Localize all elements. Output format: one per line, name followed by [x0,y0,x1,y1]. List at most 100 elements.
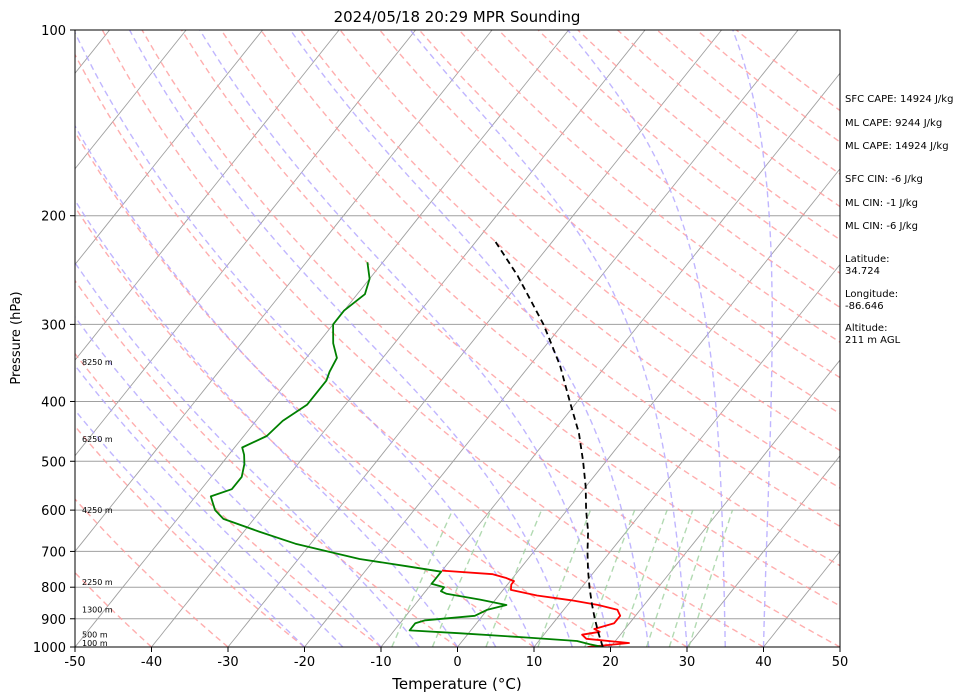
series-line-2 [494,240,604,647]
dry-adiabat-line [75,352,382,647]
mixing-ratio-line [688,509,734,647]
dry-adiabat-line [101,30,764,647]
moist-adiabat-line [75,31,535,647]
x-tick-label: 40 [755,655,772,670]
moist-adiabat-line [75,409,305,647]
y-tick-label: 1000 [33,641,66,656]
isotherm-line [227,30,722,647]
isotherm-line [763,550,840,647]
x-axis-label: Temperature (°C) [391,675,521,693]
isotherm-line [380,72,840,647]
ml-cape-text-2: ML CAPE: 14924 J/kg [845,141,949,152]
height-label: 8250 m [82,358,113,367]
dry-adiabat-line [75,205,535,647]
y-tick-label: 700 [41,545,66,560]
y-tick-label: 300 [41,318,66,333]
y-tick-label: 200 [41,210,66,225]
y-tick-label: 100 [41,24,66,39]
y-tick-label: 900 [41,613,66,628]
moist-adiabat-line [567,30,726,647]
x-tick-label: -50 [64,655,85,670]
y-axis: 1000 900 800 700 600 500 400 300 200 100 [33,24,75,656]
altitude-value: 211 m AGL [845,335,901,346]
longitude-label: Longitude: [845,289,898,300]
mixing-ratio-line [645,509,694,647]
dry-adiabat-line [379,30,840,415]
isotherm-line [151,30,646,647]
height-label: 100 m [82,639,108,648]
ml-cin-text-2: ML CIN: -6 J/kg [845,221,918,232]
mixing-ratio-line [537,509,592,647]
altitude-label: Altitude: [845,323,887,334]
height-label: 1300 m [82,606,113,615]
dry-adiabat-line [75,498,229,647]
mixing-ratio-line [668,509,715,647]
x-tick-label: -40 [141,655,162,670]
sfc-cin-text: SFC CIN: -6 J/kg [845,174,923,185]
moist-adiabat-line [75,124,497,647]
moist-adiabat-line [75,315,382,647]
dry-adiabat-line [75,53,688,647]
dry-adiabat-line [458,30,840,343]
y-tick-label: 500 [41,455,66,470]
moist-adiabat-line [128,30,573,647]
dry-adiabat-line [141,30,840,647]
moist-adiabat-line [732,30,773,647]
height-label: 500 m [82,631,108,640]
mixing-ratio-line [391,509,454,647]
longitude-value: -86.646 [845,301,884,312]
isotherm-line [686,455,840,647]
dry-adiabat-line [75,571,152,647]
series-line-1 [209,262,603,647]
latitude-label: Latitude: [845,254,890,265]
isotherm-line [610,359,840,647]
dry-adiabat-line [220,30,840,567]
data-series [209,240,630,647]
x-tick-label: -10 [370,655,391,670]
x-tick-label: -20 [294,655,315,670]
x-tick-label: 20 [602,655,619,670]
mixing-ratio-line [584,509,636,647]
y-tick-label: 600 [41,504,66,519]
mixing-ratio-line [431,509,492,647]
mixing-ratio-line [618,509,668,647]
sfc-cape-text: SFC CAPE: 14924 J/kg [845,94,953,105]
dry-adiabat-line [181,30,840,607]
y-tick-label: 800 [41,581,66,596]
moist-adiabat-line [75,199,459,647]
moist-adiabat-line [75,364,344,647]
mixing-ratio-line [485,509,543,647]
height-label: 6250 m [82,435,113,444]
x-tick-label: 0 [453,655,461,670]
x-axis: -50 -40 -30 -20 -10 0 10 20 30 40 50 [64,647,848,670]
moist-adiabat-line [199,30,612,647]
reference-lines [75,30,840,647]
isotherm-line [75,30,493,553]
y-tick-label: 400 [41,395,66,410]
isotherm-line [75,30,340,361]
chart-title: 2024/05/18 20:29 MPR Sounding [334,8,581,26]
height-label: 2250 m [82,578,113,587]
moist-adiabat-line [289,30,650,647]
height-label: 4250 m [82,506,113,515]
isotherm-line [533,263,840,647]
y-axis-label: Pressure (hPa) [9,291,24,384]
ml-cin-text-1: ML CIN: -1 J/kg [845,198,918,209]
x-tick-label: 10 [526,655,543,670]
info-panel: SFC CAPE: 14924 J/kg ML CAPE: 9244 J/kg … [845,94,953,346]
latitude-value: 34.724 [845,266,880,277]
dry-adiabat-line [418,30,840,379]
x-tick-label: 30 [679,655,696,670]
isotherm-line [75,30,569,647]
dry-adiabat-line [75,130,611,647]
ml-cape-text-1: ML CAPE: 9244 J/kg [845,118,942,129]
moist-adiabat-line [75,261,420,647]
x-tick-label: 50 [832,655,849,670]
dry-adiabat-line [75,279,458,647]
series-line-0 [442,569,630,647]
x-tick-label: -30 [217,655,238,670]
isotherm-line [75,30,416,457]
